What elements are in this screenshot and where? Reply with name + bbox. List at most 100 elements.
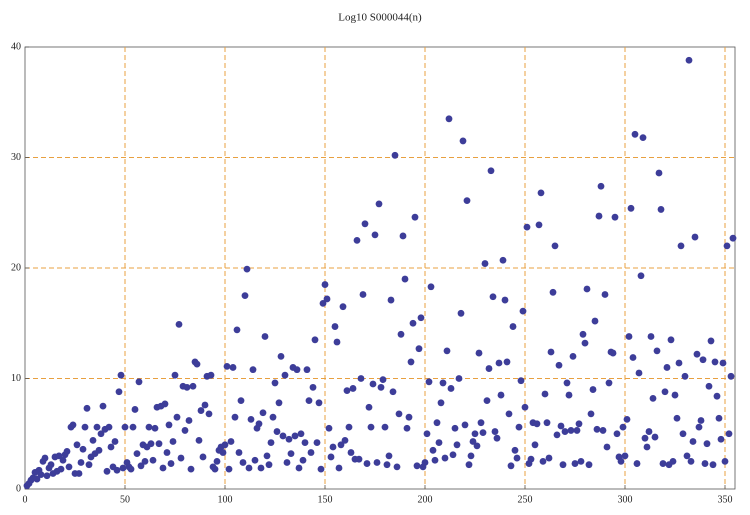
- point: [255, 420, 263, 428]
- point: [317, 465, 325, 473]
- point: [507, 462, 515, 470]
- x-tick-label: 200: [418, 494, 433, 505]
- point: [701, 460, 709, 467]
- point: [121, 423, 129, 431]
- point: [493, 434, 501, 442]
- point: [595, 212, 603, 220]
- point: [685, 56, 693, 64]
- y-tick-label: 10: [11, 373, 21, 384]
- point: [597, 182, 605, 190]
- point: [441, 454, 449, 462]
- point: [679, 430, 687, 438]
- point: [173, 413, 181, 421]
- point: [377, 383, 385, 391]
- point: [263, 452, 271, 460]
- point: [105, 423, 113, 431]
- point: [195, 436, 203, 444]
- point: [417, 314, 425, 322]
- point: [315, 399, 323, 407]
- point: [645, 428, 653, 435]
- point: [585, 461, 593, 469]
- point: [221, 441, 229, 449]
- y-tick-label: 40: [11, 41, 21, 52]
- point: [569, 353, 577, 360]
- point: [63, 448, 71, 455]
- point: [563, 379, 571, 387]
- point: [57, 465, 65, 473]
- point: [695, 423, 703, 431]
- point: [527, 455, 535, 463]
- point: [551, 242, 559, 250]
- point: [581, 339, 589, 347]
- point: [233, 326, 241, 334]
- point: [225, 465, 233, 473]
- point: [717, 435, 725, 443]
- point: [647, 333, 655, 340]
- point: [513, 454, 521, 462]
- point: [447, 385, 455, 392]
- point: [697, 417, 705, 424]
- point: [277, 353, 285, 360]
- point: [467, 452, 475, 460]
- point: [621, 452, 629, 460]
- point: [241, 292, 249, 300]
- point: [571, 460, 579, 467]
- point: [107, 443, 115, 451]
- point: [435, 439, 443, 446]
- point: [689, 438, 697, 445]
- x-tick-label: 50: [120, 494, 130, 505]
- point: [501, 296, 509, 304]
- y-tick-label: 20: [11, 262, 21, 273]
- point: [409, 319, 417, 327]
- point: [149, 456, 157, 464]
- point: [327, 453, 335, 461]
- point: [397, 330, 405, 338]
- point: [213, 457, 221, 465]
- point: [83, 404, 91, 412]
- point: [727, 372, 735, 380]
- point: [257, 464, 265, 472]
- point: [251, 456, 259, 464]
- point: [161, 400, 169, 408]
- point: [205, 410, 213, 418]
- point: [47, 461, 55, 469]
- point: [545, 454, 553, 462]
- point: [725, 430, 733, 438]
- point: [131, 406, 139, 413]
- point: [427, 283, 435, 291]
- point: [587, 410, 595, 418]
- point: [141, 457, 149, 465]
- point: [199, 453, 207, 461]
- point: [429, 446, 437, 454]
- point: [591, 317, 599, 325]
- point: [425, 378, 433, 386]
- point: [643, 443, 651, 451]
- point: [471, 430, 479, 438]
- point: [281, 371, 289, 379]
- point: [535, 221, 543, 229]
- point: [497, 391, 505, 399]
- chart-title: Log10 S000044(n): [338, 12, 422, 24]
- point: [261, 333, 269, 340]
- point: [625, 333, 633, 340]
- point: [635, 369, 643, 377]
- point: [491, 428, 499, 435]
- point: [319, 299, 327, 307]
- point: [269, 413, 277, 421]
- point: [639, 134, 647, 142]
- point: [473, 442, 481, 450]
- point: [413, 462, 421, 470]
- x-tick-label: 250: [518, 494, 533, 505]
- point: [43, 472, 51, 480]
- point: [297, 430, 305, 438]
- point: [265, 461, 273, 469]
- point: [699, 356, 707, 364]
- point: [95, 446, 103, 454]
- point: [633, 460, 641, 467]
- point: [113, 466, 121, 474]
- point: [401, 275, 409, 283]
- point: [705, 382, 713, 390]
- point: [227, 438, 235, 445]
- point: [65, 463, 73, 471]
- point: [583, 285, 591, 293]
